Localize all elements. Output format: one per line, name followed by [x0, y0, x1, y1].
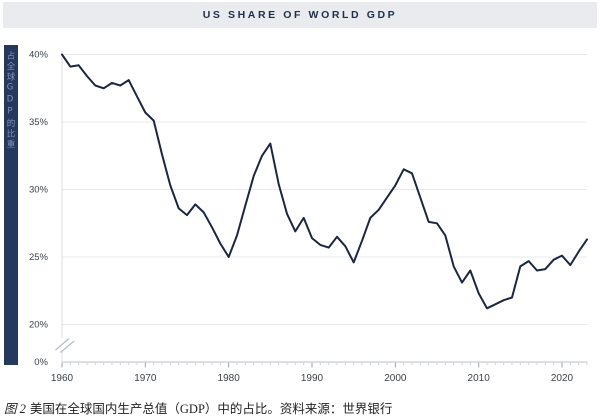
y-axis-vertical-title: 占全球GDP的比重 [4, 45, 18, 365]
y-tick-label-0: 0% [34, 357, 48, 368]
x-tick-label-1980: 1980 [218, 373, 241, 384]
us-gdp-share-line [61, 53, 588, 310]
y-tick-label-30: 30% [29, 185, 49, 196]
x-tick-label-1960: 1960 [51, 373, 74, 384]
y-tick-label-35: 35% [29, 117, 49, 128]
y-tick-label-40: 40% [29, 50, 49, 61]
chart-title-bar: US SHARE OF WORLD GDP [3, 2, 597, 28]
figure-number: 图 2 [4, 402, 26, 416]
axis-break-slash [55, 338, 70, 351]
y-tick-label-25: 25% [29, 252, 49, 263]
x-tick-label-2000: 2000 [384, 373, 407, 384]
figure-caption: 图 2 美国在全球国内生产总值（GDP）中的占比。资料来源：世界银行 [4, 398, 392, 417]
caption-text: 美国在全球国内生产总值（GDP）中的占比。资料来源：世界银行 [29, 402, 393, 416]
x-tick-label-2010: 2010 [468, 373, 491, 384]
x-tick-label-1970: 1970 [134, 373, 157, 384]
gdp-share-line-chart: 40% 35% 30% 25% 20% 0%1960 1970 1980 1990 2000 201… [29, 50, 588, 384]
y-tick-label-20: 20% [29, 320, 49, 331]
x-tick-label-2020: 2020 [551, 373, 574, 384]
chart-title: US SHARE OF WORLD GDP [202, 9, 398, 21]
x-tick-label-1990: 1990 [301, 373, 324, 384]
axis-break-slash [60, 340, 75, 353]
